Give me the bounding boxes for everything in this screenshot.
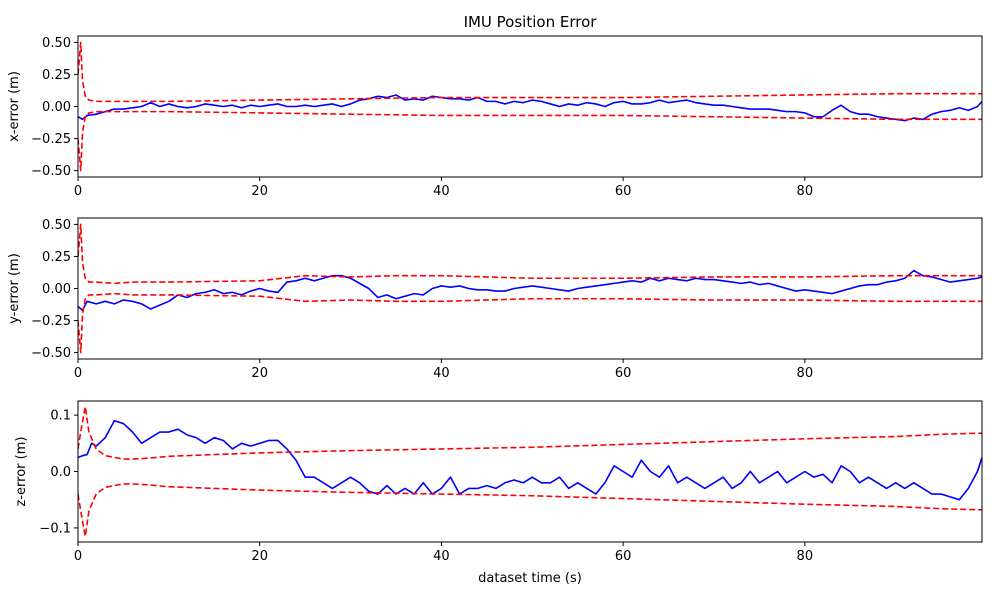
y-tick-label: 0.25	[42, 250, 71, 265]
x-tick-label: 0	[74, 549, 82, 564]
subplot-x-error: x-error (m) 0 20 40 60 80 0.50 0.25 0.00 −0.25 −0…	[7, 35, 983, 199]
y-tick-label: −0.50	[31, 164, 71, 179]
y-axis-label-x-error: x-error (m)	[7, 71, 22, 142]
y-tick-label: 0.0	[50, 465, 71, 480]
y-tick-label: −0.50	[31, 346, 71, 361]
y-tick-label: −0.25	[31, 314, 71, 329]
y-tick-label: 0.50	[42, 218, 71, 233]
y-tick-label: 0.1	[50, 409, 71, 424]
y-tick-label: 0.50	[42, 36, 71, 51]
x-tick-label: 40	[433, 366, 450, 381]
plot-area	[78, 41, 982, 172]
x-tick-label: 20	[251, 366, 268, 381]
subplot-y-error: y-error (m) 0 20 40 60 80 0.50 0.25 0.00 −0.25 −0…	[7, 217, 983, 381]
series-line-error	[78, 94, 982, 122]
y-tick-label: 0.00	[42, 100, 71, 115]
plot-area	[78, 223, 982, 354]
x-tick-label: 40	[433, 184, 450, 199]
series-line-upper-bound	[78, 405, 982, 460]
x-tick-label: 80	[797, 184, 814, 199]
series-line-lower-bound	[78, 110, 982, 172]
y-tick-label: 0.25	[42, 68, 71, 83]
x-tick-label: 40	[433, 549, 450, 564]
x-tick-label: 80	[797, 366, 814, 381]
x-axis-label: dataset time (s)	[478, 571, 582, 586]
x-tick-label: 80	[797, 549, 814, 564]
x-tick-label: 0	[74, 366, 82, 381]
series-line-lower-bound	[78, 483, 982, 538]
series-line-error	[78, 419, 982, 501]
x-tick-label: 60	[615, 549, 632, 564]
series-line-error	[78, 269, 982, 312]
x-tick-label: 20	[251, 549, 268, 564]
x-tick-label: 60	[615, 366, 632, 381]
y-tick-label: −0.1	[39, 521, 71, 536]
y-tick-label: 0.00	[42, 282, 71, 297]
series-line-upper-bound	[78, 41, 982, 103]
x-tick-label: 20	[251, 184, 268, 199]
subplot-z-error: z-error (m) 0 20 40 60 80 0.1 0.0 −0.1	[14, 400, 983, 564]
y-axis-label-y-error: y-error (m)	[7, 253, 22, 324]
y-tick-label: −0.25	[31, 132, 71, 147]
x-tick-label: 0	[74, 184, 82, 199]
chart-title: IMU Position Error	[464, 13, 598, 31]
y-axis-label-z-error: z-error (m)	[14, 437, 29, 507]
x-tick-label: 60	[615, 184, 632, 199]
plot-area	[78, 405, 982, 538]
